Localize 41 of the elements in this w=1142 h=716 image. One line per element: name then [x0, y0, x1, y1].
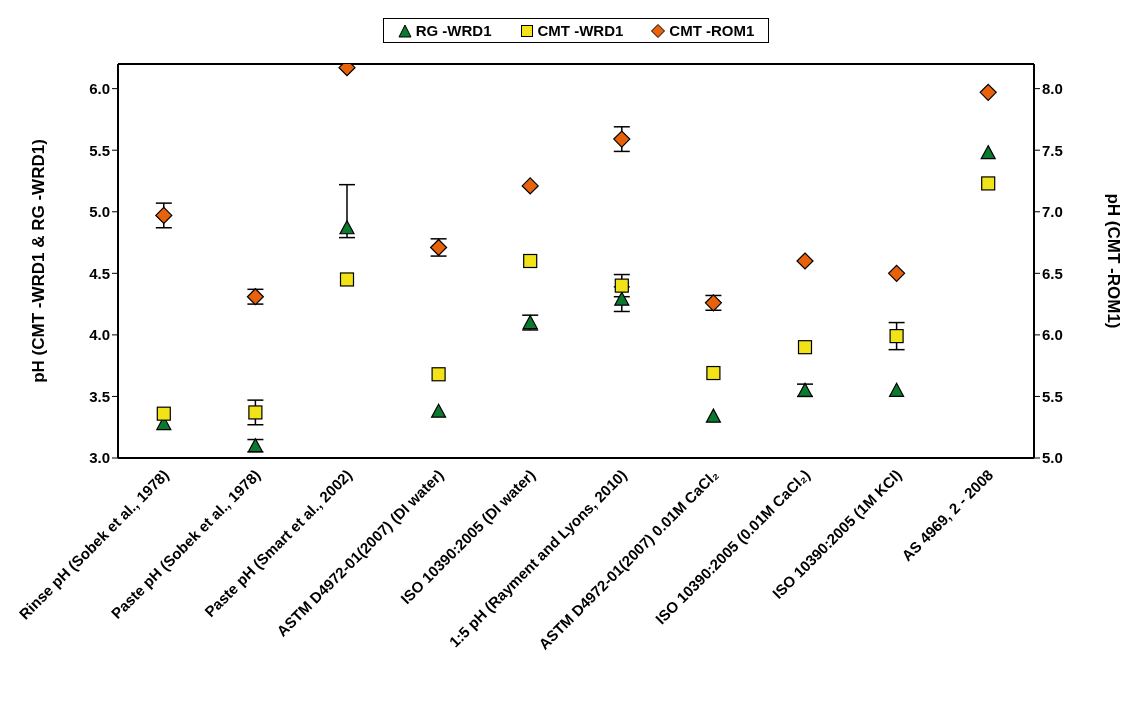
point	[339, 272, 355, 287]
point	[706, 365, 721, 381]
y-axis-title: pH (CMT -WRD1 & RG -WRD1)	[29, 139, 49, 383]
point	[705, 408, 721, 423]
y-tick-label: 3.0	[89, 449, 110, 467]
y2-tick-label: 7.5	[1042, 141, 1063, 159]
y2-tick-label: 6.0	[1042, 326, 1063, 344]
legend-label: CMT -ROM1	[669, 22, 755, 39]
point	[980, 145, 996, 160]
y2-tick-label: 5.5	[1042, 387, 1063, 405]
y2-axis-title: pH (CMT -ROM1)	[1103, 193, 1123, 329]
point	[155, 206, 173, 225]
y-tick-label: 3.5	[89, 387, 110, 405]
point	[339, 220, 355, 235]
y-tick-label: 5.5	[89, 141, 110, 159]
y2-tick-label: 7.0	[1042, 203, 1063, 221]
point	[614, 278, 629, 293]
y2-tick-label: 6.5	[1042, 264, 1063, 282]
point	[888, 264, 906, 282]
y2-tick-label: 5.0	[1042, 449, 1063, 467]
y-tick-label: 4.0	[89, 326, 110, 344]
point	[431, 403, 447, 418]
point	[521, 177, 539, 195]
point	[523, 253, 538, 269]
y2-tick-label: 8.0	[1042, 79, 1063, 97]
point	[797, 340, 813, 355]
y-tick-label: 6.0	[89, 79, 110, 97]
point	[248, 405, 263, 420]
point	[431, 367, 446, 382]
point	[614, 291, 630, 306]
y-tick-label: 5.0	[89, 203, 110, 221]
point	[796, 252, 814, 270]
point	[889, 329, 904, 344]
legend-label: RG -WRD1	[415, 22, 492, 39]
point	[979, 83, 997, 101]
point	[613, 130, 631, 148]
point	[889, 382, 905, 397]
point	[156, 406, 171, 421]
y-tick-label: 4.5	[89, 264, 110, 282]
point	[981, 176, 996, 191]
legend-label: CMT -WRD1	[537, 22, 624, 39]
